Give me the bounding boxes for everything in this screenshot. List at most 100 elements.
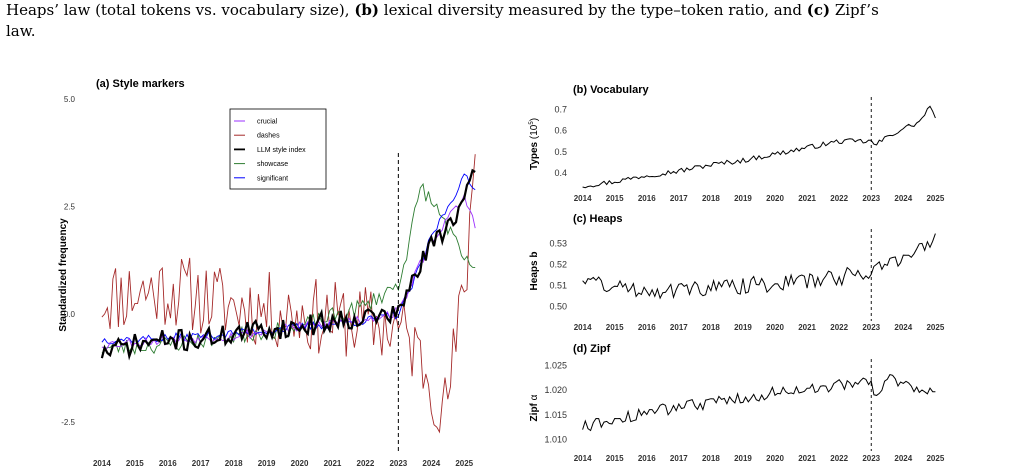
ytick-label: 1.025 [544, 360, 567, 370]
panel-b-yticks: 0.4 0.5 0.6 0.7 [554, 104, 567, 178]
panel-c-xticks: 2014 2015 2016 2017 2018 2019 2020 2021 2022 2023… [574, 323, 945, 332]
ytick-label: 0.51 [549, 281, 567, 291]
xtick-label: 2019 [734, 454, 752, 463]
xtick-label: 2019 [258, 459, 276, 468]
xtick-label: 2023 [862, 323, 880, 332]
panel-c-series-line [582, 233, 936, 300]
xtick-label: 2023 [862, 454, 880, 463]
series-line-significant [101, 173, 476, 345]
xtick-label: 2022 [830, 323, 848, 332]
caption-line-2: law. [6, 22, 36, 40]
legend-label: crucial [257, 119, 278, 126]
xtick-label: 2015 [606, 194, 624, 203]
ytick-label: 1.010 [544, 435, 567, 445]
panel-b-xticks: 2014 2015 2016 2017 2018 2019 2020 2021 2022 2023… [574, 194, 945, 203]
panel-b-series-line [582, 105, 936, 189]
ytick-label: 0.5 [554, 147, 567, 157]
xtick-label: 2020 [766, 323, 784, 332]
xtick-label: 2025 [926, 194, 944, 203]
xtick-label: 2024 [894, 323, 912, 332]
xtick-label: 2022 [357, 459, 375, 468]
xtick-label: 2022 [830, 194, 848, 203]
ytick-label: 0.6 [554, 126, 567, 136]
ytick-label: 0.4 [554, 168, 567, 178]
ytick-label: 0.0 [64, 310, 76, 319]
series-line-dashes [101, 154, 476, 434]
ytick-label: 0.53 [549, 239, 567, 249]
xtick-label: 2017 [192, 459, 210, 468]
xtick-label: 2022 [830, 454, 848, 463]
panel-d-ylabel: Zipf α [529, 394, 540, 421]
legend-label: LLM style index [257, 147, 306, 154]
figure-caption: Heaps’ law (total tokens vs. vocabulary … [6, 0, 1011, 42]
panel-a-xticks: 2014 2015 2016 2017 2018 2019 2020 2021 2022 2023… [93, 459, 474, 468]
xtick-label: 2017 [670, 194, 688, 203]
xtick-label: 2021 [798, 323, 816, 332]
xtick-label: 2018 [702, 194, 720, 203]
xtick-label: 2020 [766, 454, 784, 463]
ytick-label: 0.50 [549, 302, 567, 312]
panel-b-ylabel: Types (105) [529, 118, 540, 170]
xtick-label: 2025 [926, 323, 944, 332]
panel-d-zipf: (d) Zipf Zipf α 1.010 1.015 1.020 1.025 201… [529, 343, 945, 463]
ytick-label: 5.0 [64, 95, 76, 104]
xtick-label: 2018 [225, 459, 243, 468]
xtick-label: 2021 [324, 459, 342, 468]
xtick-label: 2017 [670, 454, 688, 463]
xtick-label: 2018 [702, 323, 720, 332]
legend-label: dashes [257, 133, 280, 140]
series-line-showcase [101, 182, 476, 356]
xtick-label: 2016 [638, 454, 656, 463]
legend-label: showcase [257, 161, 288, 168]
xtick-label: 2014 [93, 459, 111, 468]
xtick-label: 2014 [574, 323, 592, 332]
caption-text-c: Zipf’s [830, 1, 879, 19]
panel-b-vocabulary: (b) Vocabulary Types (105) 0.40.50.60.7 … [529, 84, 945, 203]
panel-c-title: (c) Heaps [573, 213, 623, 225]
panel-a-ylabel: Standardized frequency [58, 218, 69, 332]
ytick-label: 0.7 [554, 104, 567, 114]
panel-a-style-markers: (a) Style markers Standardized frequency… [58, 78, 476, 468]
caption-label-b: (b) [354, 1, 380, 19]
panel-a-yticks: -2.5 0.0 2.5 5.0 [61, 95, 75, 427]
xtick-label: 2015 [606, 323, 624, 332]
panel-d-series-line [582, 374, 936, 432]
panel-b-title: (b) Vocabulary [573, 84, 649, 96]
panel-a-series [100, 154, 476, 434]
series-line-llm [100, 168, 476, 361]
panel-a-title: (a) Style markers [96, 78, 185, 90]
caption-label-c: (c) [806, 1, 831, 19]
xtick-label: 2016 [159, 459, 177, 468]
panel-c-ylabel: Heaps b [529, 252, 540, 291]
panel-d-xticks: 2014 2015 2016 2017 2018 2019 2020 2021 2022 2023… [574, 454, 945, 463]
ytick-label: -2.5 [61, 418, 75, 427]
xtick-label: 2014 [574, 454, 592, 463]
panel-d-title: (d) Zipf [573, 343, 611, 355]
panel-d-yticks: 1.010 1.015 1.020 1.025 [544, 360, 567, 444]
ytick-label: 1.020 [544, 385, 567, 395]
xtick-label: 2025 [926, 454, 944, 463]
legend-box [229, 108, 327, 190]
xtick-label: 2024 [894, 454, 912, 463]
caption-line-1: Heaps’ law (total tokens vs. vocabulary … [6, 0, 1011, 21]
panel-a-legend: crucial dashes LLM style index showcase sign… [229, 108, 327, 190]
xtick-label: 2020 [291, 459, 309, 468]
ytick-label: 2.5 [64, 203, 76, 212]
xtick-label: 2023 [389, 459, 407, 468]
xtick-label: 2015 [126, 459, 144, 468]
xtick-label: 2019 [734, 323, 752, 332]
xtick-label: 2024 [422, 459, 440, 468]
xtick-label: 2016 [638, 194, 656, 203]
xtick-label: 2019 [734, 194, 752, 203]
xtick-label: 2014 [574, 194, 592, 203]
xtick-label: 2021 [798, 454, 816, 463]
xtick-label: 2020 [766, 194, 784, 203]
xtick-label: 2015 [606, 454, 624, 463]
panel-c-heaps: (c) Heaps Heaps b 0.500.510.520.53 2014 2… [529, 213, 945, 332]
panel-c-yticks: 0.50 0.51 0.52 0.53 [549, 239, 567, 312]
ytick-label: 1.015 [544, 410, 567, 420]
xtick-label: 2017 [670, 323, 688, 332]
ytick-label: 0.52 [549, 260, 567, 270]
xtick-label: 2016 [638, 323, 656, 332]
